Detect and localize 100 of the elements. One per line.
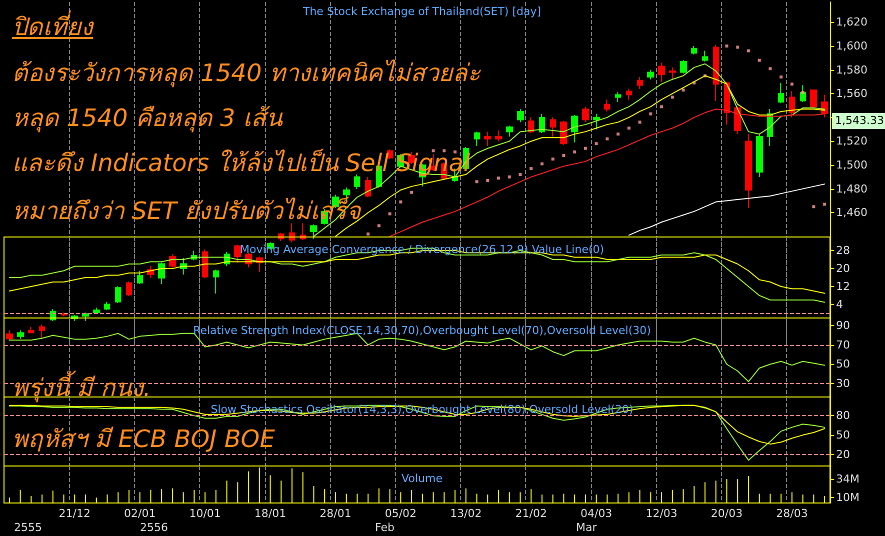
x-tick-label: 05/02: [384, 507, 417, 520]
y-tick-label: 4: [836, 298, 843, 311]
candlestick: [234, 244, 241, 264]
candlestick: [104, 301, 110, 311]
point: [725, 44, 728, 48]
point: [540, 162, 544, 166]
candlestick: [680, 60, 687, 74]
point: [616, 132, 620, 136]
candlestick: [550, 116, 556, 137]
y-tick-label: 34M: [836, 472, 860, 486]
candlestick: [647, 69, 654, 80]
point: [399, 200, 402, 204]
line-series: [628, 184, 826, 236]
x-tick-label: 28/03: [776, 507, 808, 520]
y-tick-label: 12: [836, 280, 850, 293]
candlestick: [213, 269, 219, 294]
line-series: [8, 404, 826, 461]
candlestick: [158, 262, 165, 285]
point: [682, 88, 685, 92]
point: [530, 167, 533, 170]
point: [780, 75, 783, 78]
point: [823, 202, 826, 206]
point: [649, 112, 652, 116]
candlestick: [713, 44, 719, 102]
candlestick: [626, 88, 632, 100]
candlestick: [28, 326, 34, 334]
point: [768, 67, 772, 70]
candlestick: [115, 286, 121, 304]
candlestick: [658, 62, 665, 82]
point: [377, 224, 380, 228]
text: Volume: [402, 472, 443, 485]
y-tick-label: 1,600: [836, 40, 868, 53]
x-tick-label: 20/03: [710, 507, 743, 520]
candlestick: [506, 125, 513, 137]
point: [366, 232, 370, 236]
chart-title: The Stock Exchange of Thailand(SET) [day]: [302, 5, 542, 18]
text: 2555: [14, 521, 42, 534]
y-tick-label: 50: [836, 358, 850, 371]
point: [660, 105, 664, 108]
y-tick-label: 80: [836, 409, 850, 422]
point: [746, 49, 750, 52]
y-tick-label: 1,480: [836, 182, 868, 196]
point: [638, 120, 642, 124]
candlestick: [800, 84, 806, 102]
candlestick: [560, 120, 567, 146]
candlestick: [724, 81, 730, 126]
annotation: ต้องระวังการหลุด 1540 ทางเทคนิคไม่สวยล่ะ: [12, 58, 480, 88]
candlestick: [821, 94, 828, 118]
candlestick: [17, 330, 24, 340]
candlestick: [810, 90, 817, 108]
candlestick: [300, 222, 306, 240]
candlestick: [778, 82, 784, 104]
candlestick: [702, 50, 708, 62]
x-tick-label: 28/01: [320, 507, 352, 520]
candlestick: [310, 224, 317, 240]
candlestick: [734, 106, 741, 135]
y-tick-label: 50: [836, 428, 850, 442]
y-tick-label: 10M: [836, 491, 860, 504]
x-tick-label: 21/02: [515, 507, 547, 520]
y-tick-label: 1,460: [836, 206, 868, 220]
candlestick: [582, 106, 589, 123]
y-tick-label: 1,620: [836, 16, 868, 29]
annotation: พฤหัสฯ มี ECB BOJ BOE: [12, 424, 275, 454]
point: [812, 205, 816, 208]
point: [486, 178, 490, 182]
point: [627, 126, 630, 130]
x-tick-label: 10/01: [189, 507, 221, 520]
y-tick-label: 20: [836, 262, 850, 275]
x-tick-label: 04/03: [580, 507, 612, 520]
y-tick-label: 28: [836, 244, 850, 257]
candlestick: [517, 108, 524, 123]
candlestick: [289, 222, 295, 243]
candlestick: [474, 131, 480, 146]
point: [508, 175, 511, 178]
candlestick: [745, 134, 752, 208]
text: Feb: [375, 521, 394, 534]
candlestick: [137, 270, 143, 285]
candlestick: [789, 90, 795, 118]
point: [801, 90, 804, 94]
point: [584, 146, 587, 150]
point: [790, 82, 794, 86]
x-tick-label: 18/01: [254, 507, 286, 520]
point: [758, 58, 761, 62]
x-tick-label: 12/03: [646, 507, 678, 520]
candlestick: [126, 281, 132, 296]
y-tick-label: 20: [836, 448, 850, 461]
candlestick: [365, 176, 371, 198]
candlestick: [593, 113, 600, 130]
point: [551, 158, 554, 161]
x-tick-label: 02/01: [124, 507, 156, 520]
candlestick: [202, 249, 208, 279]
candlestick: [615, 92, 621, 102]
annotation: หลุด 1540 คือหลุด 3 เส้น: [12, 103, 282, 133]
candlestick: [6, 330, 13, 340]
point: [518, 173, 522, 176]
candlestick: [354, 174, 360, 190]
y-tick-label: 90: [836, 319, 850, 332]
x-tick-label: 13/02: [450, 507, 482, 520]
annotation: ปิดเที่ยง: [12, 12, 93, 42]
candlestick: [93, 307, 100, 314]
